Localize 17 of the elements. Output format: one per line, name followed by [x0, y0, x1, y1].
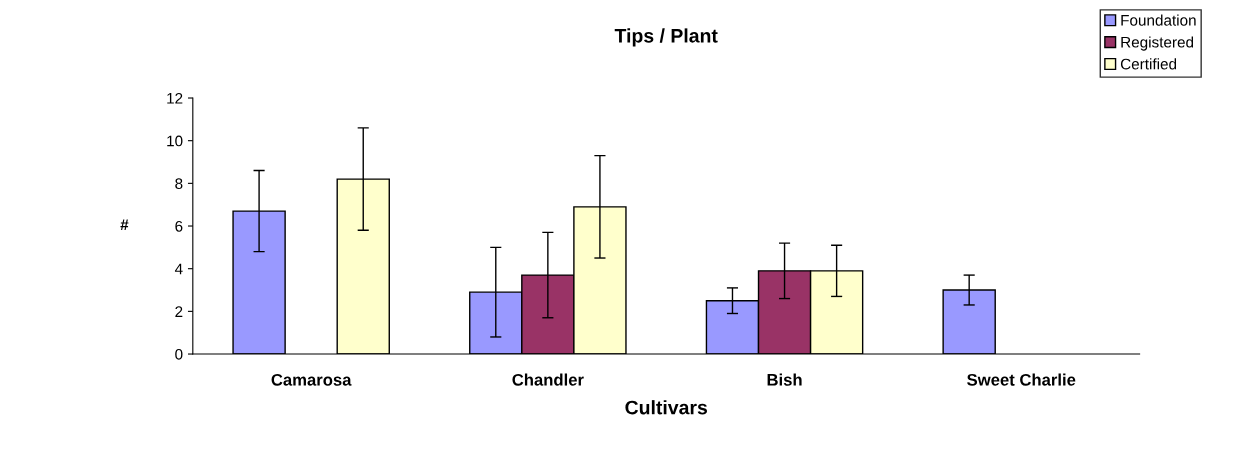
x-tick-label: Camarosa — [271, 373, 352, 386]
y-tick-label: 10 — [167, 135, 183, 147]
x-axis-title: Cultivars — [625, 400, 708, 415]
legend-label: Certified — [1120, 58, 1177, 70]
y-tick-label: 0 — [175, 348, 183, 360]
chart-title: Tips / Plant — [614, 28, 718, 47]
legend-label: Foundation — [1121, 14, 1196, 26]
x-tick-label: Bish — [767, 373, 802, 386]
y-axis-title: # — [120, 219, 129, 230]
y-tick-label: 8 — [175, 178, 183, 190]
x-tick-label: Sweet Charlie — [967, 373, 1076, 386]
y-tick-label: 6 — [175, 220, 183, 232]
x-tick-label: Chandler — [512, 373, 584, 386]
y-tick-label: 2 — [175, 306, 183, 317]
y-tick-label: 12 — [167, 92, 183, 104]
y-tick-label: 4 — [174, 263, 183, 275]
legend-label: Registered — [1121, 36, 1194, 51]
